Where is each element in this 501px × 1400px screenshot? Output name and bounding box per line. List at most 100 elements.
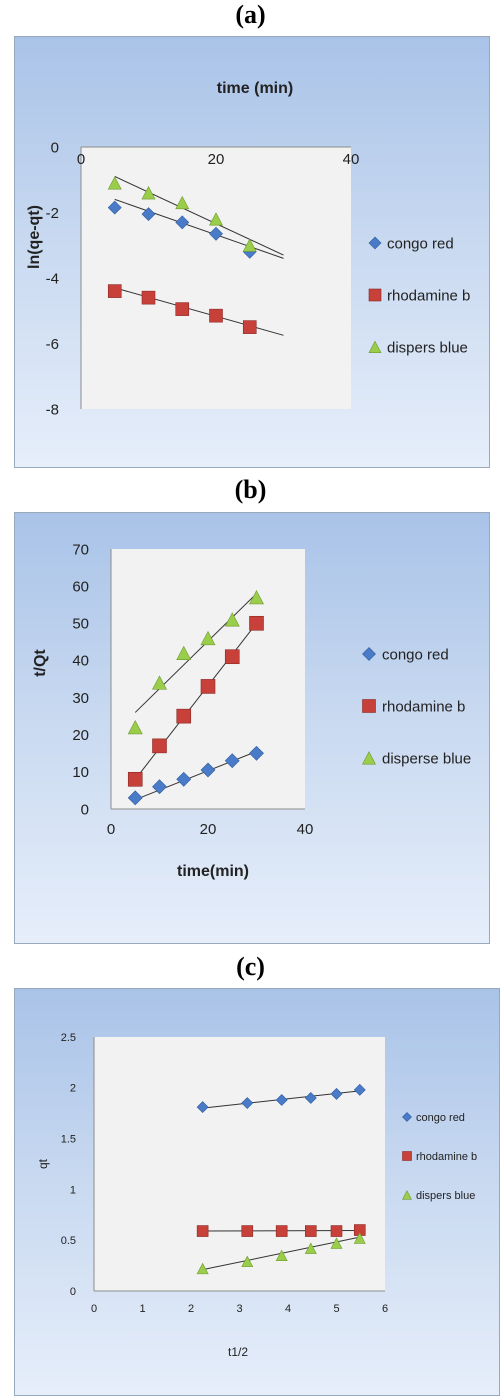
chart-c-series-1-point-2 [275, 1225, 288, 1237]
chart-a-legend-label-2: dispers blue [387, 339, 468, 356]
chart-a-trendline-2 [114, 176, 284, 256]
chart-c-legend-marker-0 [402, 1112, 412, 1122]
chart-a-series-2-point-3 [209, 212, 223, 226]
chart-c-series-2-point-4 [330, 1237, 343, 1249]
chart-b: 0 10 20 30 40 50 60 70 0 20 40 time(min) t/Qt congo r… [14, 512, 490, 944]
chart-c-y-tick-label-3: 1.5 [61, 1133, 76, 1145]
chart-a-series-0-point-0 [107, 200, 122, 215]
chart-b-series-2-point-2 [176, 645, 192, 660]
chart-c-series-1-point-1 [241, 1225, 254, 1237]
chart-c-svg: 0 0.5 1 1.5 2 2.5 0 1 2 3 4 5 6 t1/2 qt congo red rhodam… [36, 1032, 477, 1359]
chart-c-series-0-point-5 [353, 1083, 366, 1096]
chart-a-trendline-0 [114, 198, 284, 259]
chart-c-x-tick-label-5: 5 [333, 1303, 339, 1315]
chart-b-svg: 0 10 20 30 40 50 60 70 0 20 40 time(min) t/Qt congo r… [32, 541, 471, 880]
chart-c-legend-marker-1 [402, 1151, 412, 1161]
chart-b-series-1-point-5 [249, 615, 264, 631]
chart-b-x-tick-label-1: 20 [200, 821, 217, 838]
chart-a-legend-label-0: congo red [387, 235, 454, 252]
chart-c-x-tick-label-0: 0 [91, 1303, 97, 1315]
chart-b-x-axis-label: time(min) [177, 863, 249, 880]
chart-a-series-1-point-4 [242, 320, 257, 334]
chart-b-series-1-point-1 [152, 738, 167, 754]
chart-a-series-2-point-1 [141, 186, 156, 200]
chart-c-series-2-point-5 [353, 1232, 366, 1244]
chart-b-series-1-point-0 [127, 771, 143, 787]
chart-a-plot-area [81, 147, 351, 409]
chart-c-y-tick-label-2: 1 [70, 1184, 76, 1196]
chart-a-y-tick-label-1: -2 [46, 205, 59, 222]
chart-c-x-tick-label-3: 3 [236, 1303, 242, 1315]
chart-b-legend-label-1: rhodamine b [382, 698, 465, 715]
chart-c: 0 0.5 1 1.5 2 2.5 0 1 2 3 4 5 6 t1/2 qt congo red rhodam… [14, 988, 500, 1396]
chart-b-y-axis-label: t/Qt [32, 649, 49, 677]
chart-c-series-2-point-2 [275, 1249, 288, 1261]
chart-a-y-tick-label-0: 0 [51, 139, 59, 156]
chart-b-series-0-point-1 [152, 779, 167, 795]
chart-b-series-0-point-0 [127, 790, 143, 806]
chart-a-series-1-point-1 [141, 290, 156, 305]
panel-a-label: (a) [235, 0, 266, 29]
chart-c-x-tick-label-4: 4 [285, 1303, 291, 1315]
chart-a-legend-marker-2 [368, 340, 382, 354]
chart-a-y-tick-label-4: -8 [46, 401, 59, 418]
chart-c-x-tick-label-2: 2 [188, 1303, 194, 1315]
chart-b-series-0-point-2 [176, 771, 192, 787]
chart-c-series-1-point-3 [304, 1225, 317, 1237]
chart-c-plot-area [94, 1037, 385, 1291]
panel-b-label: (b) [234, 475, 267, 504]
chart-a-series-0-point-1 [141, 207, 156, 222]
chart-c-legend-label-2: dispers blue [416, 1190, 475, 1202]
chart-c-y-tick-label-1: 0.5 [61, 1235, 76, 1247]
chart-c-x-tick-label-1: 1 [139, 1303, 145, 1315]
chart-b-series-1-point-2 [176, 708, 192, 724]
chart-b-series-2-point-1 [152, 675, 167, 690]
chart-b-series-2-point-3 [200, 630, 216, 646]
chart-c-series-2-point-3 [304, 1242, 317, 1254]
chart-c-y-tick-label-4: 2 [70, 1083, 76, 1095]
chart-a-x-tick-label-2: 40 [343, 151, 360, 168]
chart-b-y-tick-label-5: 50 [72, 616, 89, 633]
chart-a-series-0-point-3 [209, 226, 223, 241]
chart-c-legend-marker-2 [402, 1190, 412, 1200]
chart-a-title: time (min) [217, 80, 293, 97]
chart-c-series-0-point-2 [275, 1094, 288, 1106]
chart-b-legend-label-2: disperse blue [382, 750, 471, 767]
chart-b-series-1-point-3 [200, 679, 216, 694]
chart-a-x-tick-label-1: 20 [208, 151, 225, 168]
chart-b-y-tick-label-2: 20 [72, 727, 89, 744]
chart-b-legend-marker-2 [362, 751, 376, 765]
chart-b-y-tick-label-4: 40 [72, 653, 89, 670]
chart-c-series-2-point-1 [241, 1255, 254, 1268]
chart-c-series-0-point-3 [304, 1092, 317, 1104]
chart-c-series-0-point-1 [241, 1097, 254, 1109]
chart-c-legend-label-0: congo red [416, 1112, 465, 1124]
chart-b-y-tick-label-7: 70 [72, 541, 89, 558]
chart-b-series-0-point-4 [224, 753, 240, 769]
chart-c-y-tick-label-0: 0 [70, 1286, 76, 1298]
chart-b-y-tick-label-0: 0 [81, 801, 89, 818]
chart-b-legend-marker-1 [362, 699, 376, 713]
chart-a-series-1-point-3 [209, 308, 223, 323]
chart-a-svg: 0 -2 -4 -6 -8 0 20 40 time (min) ln(qe-qt) congo r… [26, 80, 470, 418]
chart-c-series-2-point-0 [196, 1262, 209, 1275]
chart-b-series-0-point-5 [249, 745, 264, 761]
chart-b-series-2-point-5 [249, 589, 264, 605]
chart-a-legend-marker-0 [368, 236, 382, 250]
chart-b-trendline-1 [134, 622, 257, 780]
chart-c-series-0-point-0 [196, 1101, 209, 1114]
chart-b-trendline-2 [134, 593, 257, 713]
chart-b-series-2-point-4 [224, 612, 240, 627]
chart-a-y-tick-label-3: -6 [46, 336, 59, 353]
chart-b-series-1-point-4 [224, 649, 240, 665]
chart-b-x-tick-label-0: 0 [107, 821, 115, 838]
chart-a-series-1-point-0 [107, 284, 122, 298]
chart-c-x-tick-label-6: 6 [382, 1303, 388, 1315]
chart-c-series-1-point-0 [196, 1225, 209, 1237]
chart-b-y-tick-label-6: 60 [72, 578, 89, 595]
chart-b-y-tick-label-3: 30 [72, 690, 89, 707]
chart-a-series-1-point-2 [175, 302, 190, 316]
chart-a-series-2-point-0 [107, 176, 122, 190]
chart-a-legend-label-1: rhodamine b [387, 287, 470, 304]
chart-c-y-axis-label: qt [36, 1158, 50, 1169]
